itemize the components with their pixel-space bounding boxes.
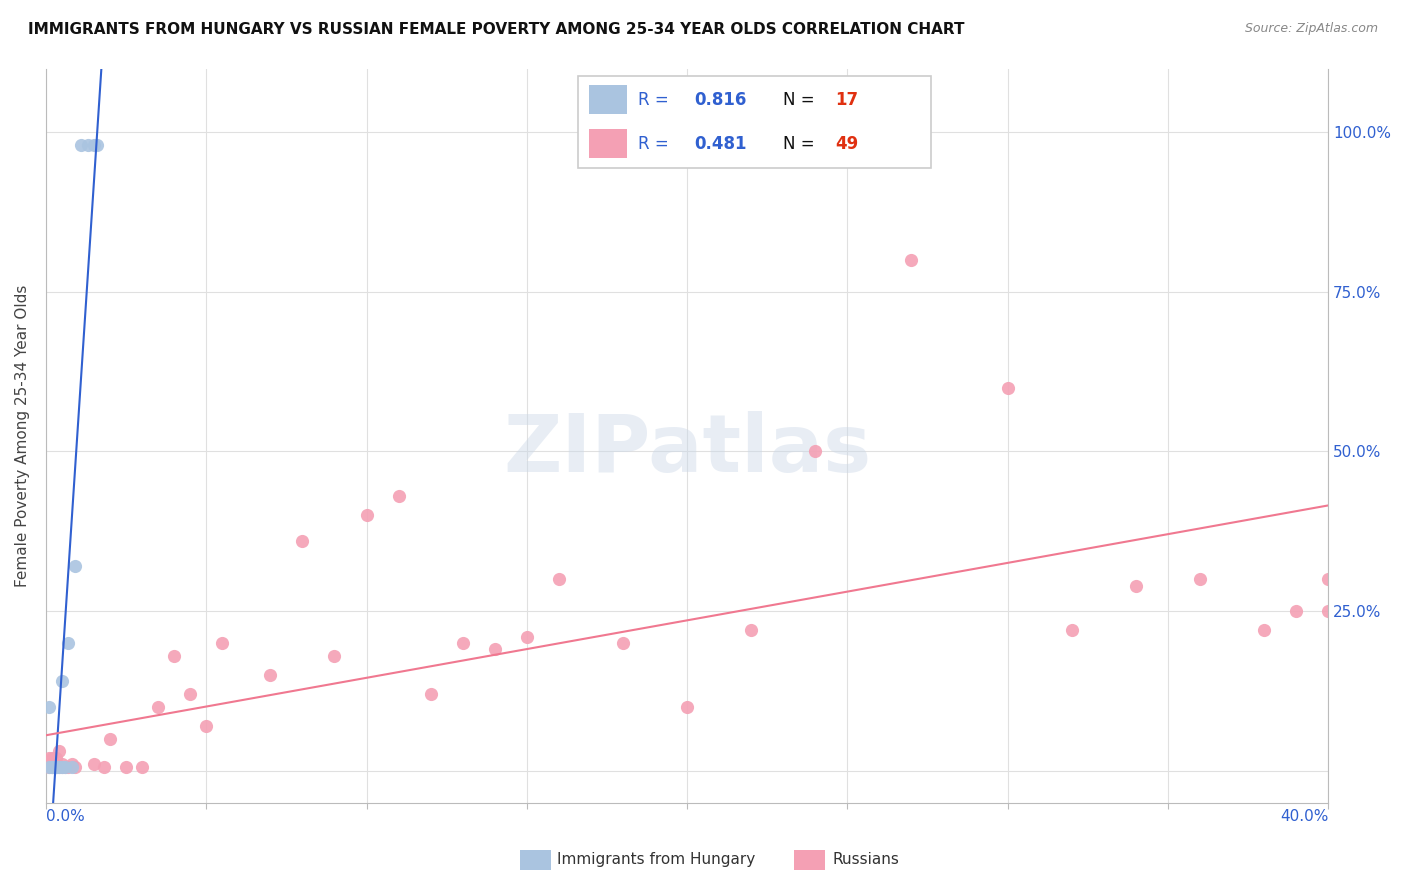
Bar <box>794 850 825 870</box>
Point <box>38 751 60 765</box>
Point <box>60 760 83 774</box>
Point <box>211 636 233 650</box>
Y-axis label: Female Poverty Among 25-34 Year Olds: Female Poverty Among 25-34 Year Olds <box>15 285 30 587</box>
Point <box>53 760 76 774</box>
Point <box>41 760 63 774</box>
Point <box>1188 572 1211 586</box>
Text: Russians: Russians <box>832 853 900 867</box>
Point <box>146 699 169 714</box>
Point <box>547 572 569 586</box>
Text: Immigrants from Hungary: Immigrants from Hungary <box>557 853 755 867</box>
Point <box>259 668 281 682</box>
Point <box>63 760 86 774</box>
Point <box>41 760 63 774</box>
Point <box>51 674 73 689</box>
Point <box>45 760 67 774</box>
Point <box>51 760 73 774</box>
Point <box>676 699 699 714</box>
Point <box>53 760 76 774</box>
Point <box>451 636 474 650</box>
Point <box>900 252 922 267</box>
Point <box>58 760 80 774</box>
Point <box>115 760 138 774</box>
Point <box>740 623 762 637</box>
Point <box>516 630 538 644</box>
Bar <box>520 850 551 870</box>
Point <box>45 760 67 774</box>
Point <box>419 687 441 701</box>
Point <box>86 138 108 153</box>
Point <box>1317 604 1340 618</box>
Text: 0.0%: 0.0% <box>46 809 84 824</box>
Point <box>291 533 314 548</box>
Point <box>41 751 63 765</box>
Point <box>997 381 1019 395</box>
Point <box>45 760 67 774</box>
Point <box>356 508 378 523</box>
Point <box>484 642 506 657</box>
Text: Source: ZipAtlas.com: Source: ZipAtlas.com <box>1244 22 1378 36</box>
Point <box>323 648 346 663</box>
Point <box>45 751 67 765</box>
Text: 40.0%: 40.0% <box>1279 809 1329 824</box>
Point <box>195 719 218 733</box>
Point <box>48 744 70 758</box>
Point <box>51 760 73 774</box>
Point <box>83 757 105 772</box>
Point <box>1060 623 1083 637</box>
Point <box>93 760 115 774</box>
Point <box>163 648 186 663</box>
Point <box>1317 572 1340 586</box>
Point <box>804 444 827 458</box>
Point <box>612 636 634 650</box>
Point <box>38 757 60 772</box>
Point <box>387 489 409 503</box>
Point <box>76 138 98 153</box>
Point <box>179 687 201 701</box>
Point <box>1285 604 1308 618</box>
Point <box>70 138 93 153</box>
Point <box>38 760 60 774</box>
Point <box>98 731 121 746</box>
Point <box>38 699 60 714</box>
Point <box>51 757 73 772</box>
Point <box>38 760 60 774</box>
Point <box>131 760 153 774</box>
Point <box>58 636 80 650</box>
Point <box>41 760 63 774</box>
Point <box>41 757 63 772</box>
Point <box>1125 578 1147 592</box>
Text: ZIPatlas: ZIPatlas <box>503 411 872 489</box>
Point <box>48 760 70 774</box>
Text: IMMIGRANTS FROM HUNGARY VS RUSSIAN FEMALE POVERTY AMONG 25-34 YEAR OLDS CORRELAT: IMMIGRANTS FROM HUNGARY VS RUSSIAN FEMAL… <box>28 22 965 37</box>
Point <box>83 138 105 153</box>
Point <box>48 760 70 774</box>
Point <box>63 559 86 574</box>
Point <box>60 757 83 772</box>
Point <box>1253 623 1275 637</box>
